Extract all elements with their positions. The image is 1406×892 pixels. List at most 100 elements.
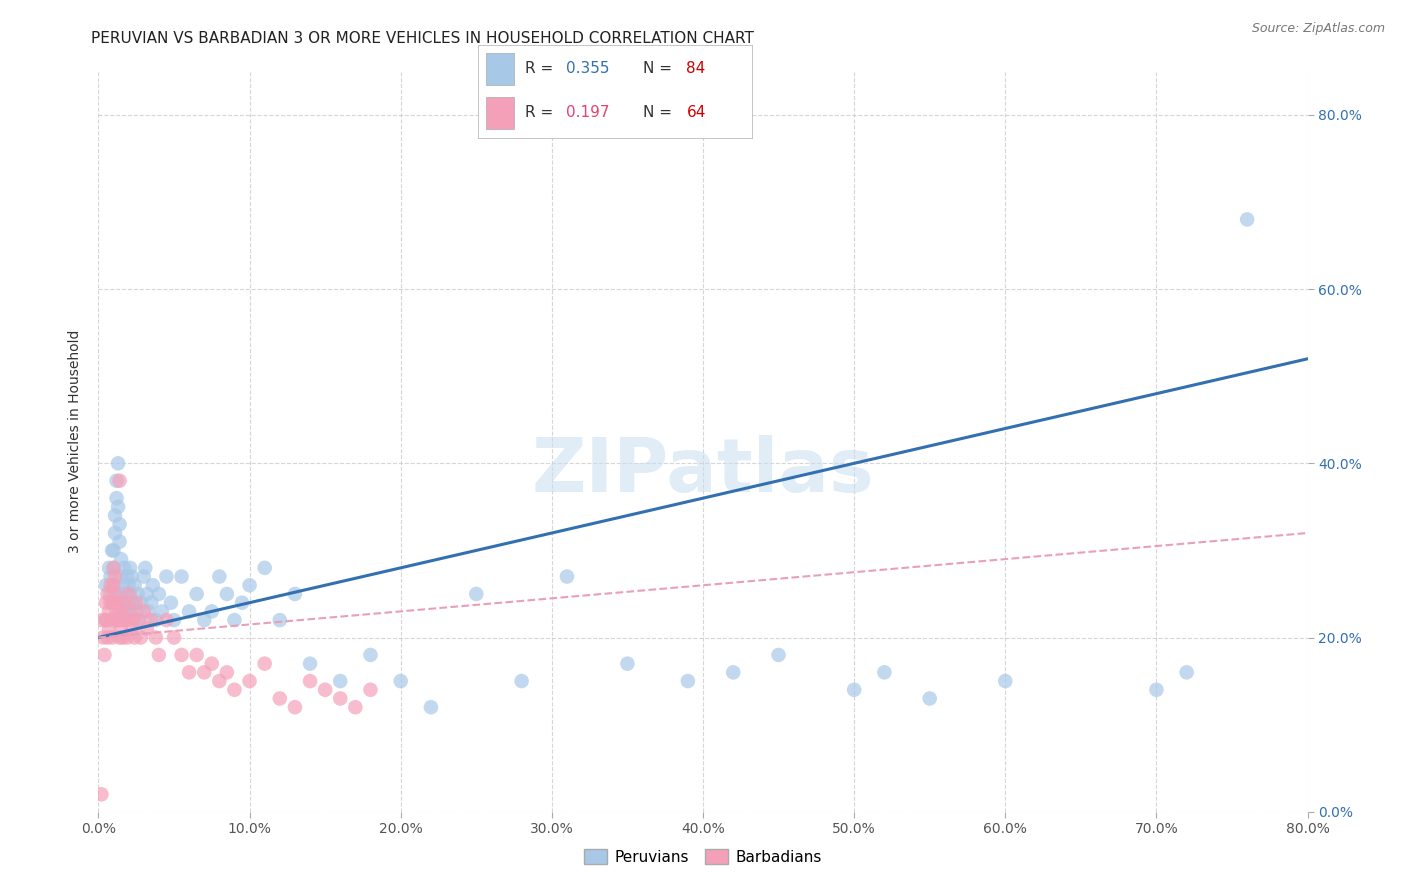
Point (120, 561, 142, 575)
Point (100, 569, 122, 583)
Legend: Peruvians, Barbadians: Peruvians, Barbadians (578, 843, 828, 871)
Point (145, 631, 167, 645)
Point (299, 657, 322, 671)
Point (125, 604, 148, 618)
Text: Source: ZipAtlas.com: Source: ZipAtlas.com (1251, 22, 1385, 36)
Point (141, 613, 163, 627)
Point (224, 613, 246, 627)
Point (108, 517, 131, 532)
Point (94, 613, 117, 627)
Point (420, 700, 443, 714)
Point (104, 526, 127, 541)
FancyBboxPatch shape (486, 97, 513, 129)
Point (108, 631, 131, 645)
Point (145, 613, 167, 627)
Point (193, 665, 215, 680)
Point (118, 587, 141, 601)
Point (269, 691, 291, 706)
Point (208, 569, 231, 583)
Text: R =: R = (524, 105, 558, 120)
Point (253, 657, 276, 671)
Point (108, 534, 131, 549)
Point (844, 682, 866, 697)
Point (107, 500, 129, 514)
Point (186, 587, 208, 601)
Point (105, 613, 128, 627)
Point (186, 648, 208, 662)
Point (121, 622, 143, 636)
Y-axis label: 3 or more Vehicles in Household: 3 or more Vehicles in Household (69, 330, 83, 553)
Point (1144, 682, 1167, 697)
Point (100, 587, 122, 601)
Point (112, 596, 135, 610)
Point (107, 613, 129, 627)
Point (105, 604, 128, 618)
Point (616, 657, 638, 671)
Point (136, 604, 159, 618)
Point (98, 561, 121, 575)
Point (201, 657, 224, 671)
Point (465, 587, 488, 601)
Point (224, 682, 246, 697)
Point (179, 604, 201, 618)
Point (148, 587, 170, 601)
Point (105, 491, 128, 505)
Point (101, 613, 124, 627)
Point (127, 613, 149, 627)
Point (918, 691, 941, 706)
Text: N =: N = (643, 105, 676, 120)
Point (111, 578, 134, 592)
Point (239, 674, 262, 689)
Point (360, 682, 382, 697)
Point (150, 604, 173, 618)
Point (94, 596, 117, 610)
Text: N =: N = (643, 62, 676, 77)
Text: 64: 64 (686, 105, 706, 120)
Point (129, 596, 152, 610)
Point (101, 631, 124, 645)
Point (103, 561, 125, 575)
Point (135, 587, 157, 601)
Point (100, 578, 122, 592)
Point (170, 569, 193, 583)
Point (1236, 212, 1258, 227)
Point (160, 596, 183, 610)
Point (344, 700, 367, 714)
Point (768, 648, 790, 662)
Point (284, 700, 307, 714)
Point (873, 665, 896, 680)
Point (360, 648, 382, 662)
Point (179, 665, 201, 680)
Point (676, 674, 699, 689)
Point (193, 613, 215, 627)
Point (141, 596, 163, 610)
Point (101, 543, 124, 558)
Point (127, 587, 149, 601)
Point (105, 474, 128, 488)
Point (94, 578, 117, 592)
Point (121, 569, 143, 583)
Point (120, 587, 142, 601)
Point (163, 613, 186, 627)
Point (120, 604, 142, 618)
Point (103, 543, 125, 558)
Point (90, 787, 112, 801)
Point (112, 604, 135, 618)
Text: 84: 84 (686, 62, 706, 77)
Point (134, 561, 156, 575)
Point (135, 622, 157, 636)
Text: 0.197: 0.197 (565, 105, 609, 120)
Point (118, 604, 141, 618)
Point (269, 613, 291, 627)
Point (122, 596, 145, 610)
Point (94, 613, 117, 627)
Point (122, 613, 145, 627)
Point (110, 587, 132, 601)
Point (112, 561, 135, 575)
Point (114, 613, 136, 627)
Point (148, 648, 170, 662)
FancyBboxPatch shape (486, 53, 513, 85)
Point (110, 604, 132, 618)
Text: PERUVIAN VS BARBADIAN 3 OR MORE VEHICLES IN HOUSEHOLD CORRELATION CHART: PERUVIAN VS BARBADIAN 3 OR MORE VEHICLES… (91, 31, 754, 46)
Point (110, 552, 132, 566)
